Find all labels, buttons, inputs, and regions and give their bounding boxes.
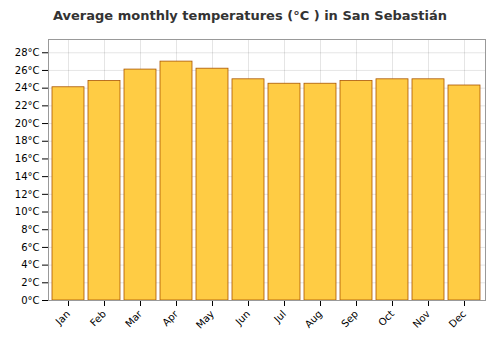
svg-text:Sep: Sep xyxy=(339,308,360,329)
svg-text:22°C: 22°C xyxy=(15,100,40,111)
svg-text:Dec: Dec xyxy=(447,308,468,329)
svg-text:24°C: 24°C xyxy=(15,82,40,93)
html-text:Average monthly temperatures (: Average monthly temperatures (°C ) in Sa… xyxy=(53,8,447,23)
svg-text:12°C: 12°C xyxy=(15,189,40,200)
svg-text:26°C: 26°C xyxy=(15,65,40,76)
svg-text:28°C: 28°C xyxy=(15,47,40,58)
svg-text:20°C: 20°C xyxy=(15,118,40,129)
svg-text:4°C: 4°C xyxy=(21,259,39,270)
svg-text:10°C: 10°C xyxy=(15,206,40,217)
svg-text:Oct: Oct xyxy=(376,308,396,328)
svg-text:Aug: Aug xyxy=(303,308,325,330)
svg-text:May: May xyxy=(194,308,216,330)
svg-text:6°C: 6°C xyxy=(21,242,39,253)
svg-text:16°C: 16°C xyxy=(15,153,40,164)
svg-text:Mar: Mar xyxy=(123,308,145,330)
svg-text:Apr: Apr xyxy=(160,308,181,329)
svg-text:Nov: Nov xyxy=(411,308,433,330)
svg-text:Feb: Feb xyxy=(88,308,108,328)
svg-text:18°C: 18°C xyxy=(15,135,40,146)
svg-text:8°C: 8°C xyxy=(21,224,39,235)
svg-text:2°C: 2°C xyxy=(21,277,39,288)
svg-text:0°C: 0°C xyxy=(21,295,39,306)
svg-text:Jun: Jun xyxy=(233,308,253,328)
svg-text:14°C: 14°C xyxy=(15,171,40,182)
svg-text:Jan: Jan xyxy=(53,308,72,327)
svg-text:Jul: Jul xyxy=(271,308,288,325)
